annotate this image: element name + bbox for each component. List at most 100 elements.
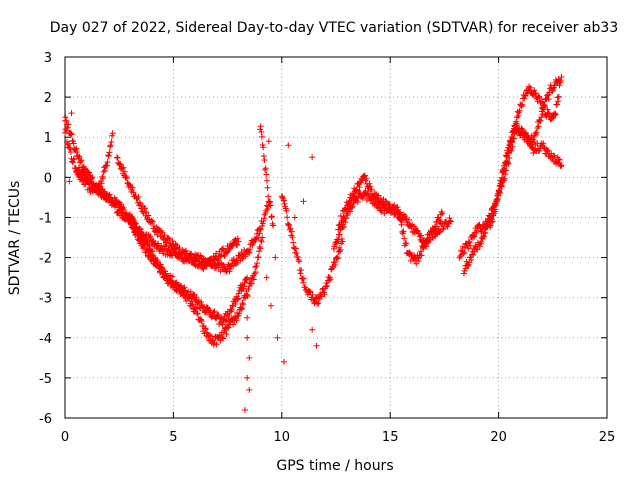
data-point	[215, 311, 222, 318]
data-point	[541, 144, 548, 151]
data-point	[76, 164, 83, 171]
data-point	[182, 247, 189, 254]
data-point	[178, 283, 185, 290]
data-point	[270, 222, 277, 229]
data-point	[336, 231, 343, 238]
data-point	[464, 263, 471, 270]
data-point	[202, 325, 209, 332]
data-point	[359, 195, 366, 202]
data-point	[489, 218, 496, 225]
data-point	[222, 318, 229, 325]
data-point	[498, 183, 505, 190]
data-point	[233, 241, 240, 248]
data-point	[141, 243, 148, 250]
data-point	[114, 154, 121, 161]
data-point	[202, 308, 209, 315]
data-point	[493, 200, 500, 207]
data-point	[155, 240, 162, 247]
data-point	[480, 233, 487, 240]
data-point	[300, 198, 307, 205]
data-point	[234, 296, 241, 303]
data-point	[193, 294, 200, 301]
data-point	[70, 140, 77, 147]
data-point	[334, 254, 341, 261]
data-point	[539, 111, 546, 118]
data-point	[335, 226, 342, 233]
data-point	[108, 138, 115, 145]
data-point	[215, 257, 222, 264]
data-point	[476, 243, 483, 250]
data-point	[241, 406, 248, 413]
data-point	[460, 270, 467, 277]
data-point	[300, 275, 307, 282]
data-point	[189, 301, 196, 308]
data-point	[136, 199, 143, 206]
data-point	[246, 354, 253, 361]
data-point	[98, 180, 105, 187]
data-point	[188, 250, 195, 257]
data-point	[141, 205, 148, 212]
data-point	[197, 252, 204, 259]
data-point	[181, 250, 188, 257]
data-point	[139, 245, 146, 252]
data-point	[252, 264, 259, 271]
data-point	[333, 239, 340, 246]
data-point	[295, 256, 302, 263]
data-point	[354, 198, 361, 205]
data-point	[190, 291, 197, 298]
data-point	[256, 248, 263, 255]
data-point	[148, 217, 155, 224]
data-point	[413, 260, 420, 267]
data-point	[215, 264, 222, 271]
data-point	[536, 95, 543, 102]
data-point	[244, 293, 251, 300]
data-point	[397, 216, 404, 223]
y-tick-label: -4	[39, 332, 52, 347]
data-point	[169, 237, 176, 244]
data-point	[379, 199, 386, 206]
data-point	[437, 217, 444, 224]
data-point	[99, 173, 106, 180]
data-point	[401, 235, 408, 242]
data-point	[255, 254, 262, 261]
data-point	[76, 153, 83, 160]
data-point	[210, 336, 217, 343]
data-point	[135, 193, 142, 200]
data-point	[371, 190, 378, 197]
data-point	[77, 158, 84, 165]
data-point	[502, 171, 509, 178]
data-point	[91, 183, 98, 190]
data-point	[293, 250, 300, 257]
data-point	[234, 242, 241, 249]
data-point	[347, 208, 354, 215]
data-point	[420, 243, 427, 250]
data-point	[179, 287, 186, 294]
data-point	[340, 214, 347, 221]
data-point	[508, 148, 515, 155]
data-point	[267, 302, 274, 309]
data-point	[79, 172, 86, 179]
data-point	[109, 132, 116, 139]
data-point	[504, 150, 511, 157]
data-point	[137, 226, 144, 233]
data-point	[482, 229, 489, 236]
data-point	[545, 109, 552, 116]
data-point	[235, 238, 242, 245]
data-point	[542, 96, 549, 103]
x-tick-label: 25	[599, 430, 616, 445]
data-point	[71, 156, 78, 163]
data-point	[544, 147, 551, 154]
data-point	[283, 207, 290, 214]
data-point	[416, 233, 423, 240]
data-point	[214, 312, 221, 319]
data-point	[538, 114, 545, 121]
x-axis-label: GPS time / hours	[276, 458, 393, 474]
data-point	[104, 159, 111, 166]
data-point	[461, 249, 468, 256]
data-point	[257, 226, 264, 233]
data-point	[319, 286, 326, 293]
data-point	[284, 214, 291, 221]
data-point	[280, 197, 287, 204]
data-point	[553, 101, 560, 108]
